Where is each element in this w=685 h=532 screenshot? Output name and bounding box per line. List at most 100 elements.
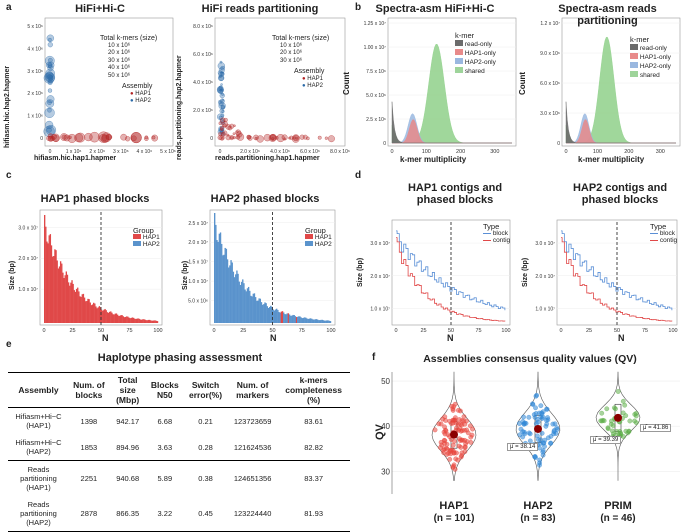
cell: 83.61 — [304, 416, 324, 426]
group-name-hap1: HAP1 — [439, 500, 469, 512]
panel-a-title-2: HiFi reads partitioning — [201, 3, 319, 15]
assembly-legend-title-2: Assembly — [294, 68, 325, 75]
x-tick-label: 0 — [564, 149, 567, 155]
panel-b-xlabel-1: k-mer multiplicity — [400, 155, 467, 164]
bar — [146, 320, 148, 323]
panel-a-xlabel-2: reads.partitioning.hap1.hapmer — [215, 155, 320, 162]
qv-point — [446, 450, 451, 456]
qv-point — [535, 417, 540, 422]
qv-point — [548, 440, 554, 446]
bar — [96, 308, 98, 323]
y-tick-label: 2.0 x 10⁷ — [188, 240, 208, 246]
y-tick-label: 2 x 10⁶ — [27, 91, 43, 97]
contig-line — [561, 237, 673, 322]
bar — [223, 254, 225, 323]
bar — [216, 240, 218, 323]
x-tick-label: 200 — [624, 149, 633, 155]
bar — [88, 299, 90, 323]
bar — [132, 317, 135, 323]
group-n-hap1: (n = 101) — [433, 513, 475, 524]
bar — [114, 313, 117, 323]
bar — [77, 287, 79, 323]
panel-c-legend-2: Group HAP1 HAP2 — [305, 227, 332, 248]
hap1-point — [230, 136, 234, 140]
qv-point — [538, 437, 543, 443]
bar — [272, 309, 274, 323]
bar — [50, 245, 53, 323]
size2-10: 10 x 10⁶ — [280, 42, 303, 49]
x-tick-label: 50 — [269, 328, 275, 334]
hap1-point — [61, 134, 67, 140]
bar — [113, 314, 115, 323]
hap2-point — [45, 61, 53, 69]
bar — [271, 306, 273, 323]
bar — [57, 268, 60, 323]
bar — [130, 317, 132, 323]
bar — [151, 320, 153, 323]
bar — [140, 319, 143, 323]
contig-line — [396, 237, 506, 322]
bar — [239, 284, 242, 323]
bar — [276, 308, 278, 323]
hap1-point — [271, 137, 275, 141]
bar — [217, 241, 219, 323]
qv-point — [458, 445, 464, 450]
type-title: Type — [483, 222, 500, 231]
hap1-point — [292, 134, 300, 142]
bar — [240, 281, 243, 323]
y-tick-label: 9.0 x 10⁶ — [540, 51, 560, 57]
x-tick-label: 100 — [422, 149, 431, 155]
bar — [311, 318, 313, 323]
table-row: Reads partitioning (HAP2) 2878 866.35 3.22… — [8, 496, 350, 532]
hap1-point — [131, 135, 137, 142]
kmer-legend-title: k-mer — [455, 31, 475, 40]
bar — [278, 312, 280, 323]
group-name-prim: PRIM — [604, 500, 632, 512]
bar — [229, 265, 231, 323]
hap1-point — [254, 136, 258, 140]
qv-point — [461, 414, 467, 419]
bar — [110, 311, 112, 323]
bar — [256, 300, 258, 323]
qv-point — [533, 405, 538, 411]
hap2-point — [218, 75, 225, 81]
bar — [291, 315, 293, 323]
assembly-legend-title: Assembly — [122, 83, 153, 90]
qv-point — [457, 417, 462, 422]
x-tick-label: 4 x 10⁶ — [137, 149, 153, 155]
y-tick-label: 1 x 10⁶ — [27, 114, 43, 120]
qv-point — [462, 449, 468, 454]
bar — [73, 290, 75, 323]
bar — [246, 288, 249, 323]
y-tick-label: 1.0 x 10⁷ — [535, 306, 555, 312]
panel-d-ylabel-1: Size (bp) — [357, 257, 364, 287]
bar — [273, 310, 276, 323]
bar — [315, 319, 318, 323]
hap1-point — [232, 136, 236, 140]
qv-point — [451, 448, 456, 454]
x-tick-label: 50 — [448, 328, 454, 334]
bar — [313, 319, 315, 323]
bar — [129, 318, 131, 323]
qv-point — [436, 421, 442, 427]
hap2-point — [221, 92, 225, 96]
qv-point — [464, 427, 470, 433]
leg-hap2-only: HAP2-only — [464, 59, 496, 66]
panel-a-legend-2: Total k-mers (size) 10 x 10⁶ 20 x 10⁶ 30… — [272, 35, 330, 89]
th-assembly: Assembly — [8, 372, 69, 408]
bar — [85, 301, 87, 323]
bar — [63, 278, 65, 323]
cell: 5.89 — [146, 460, 184, 496]
bar — [79, 296, 81, 323]
bar — [83, 297, 86, 323]
bar — [312, 319, 314, 323]
bar — [87, 298, 89, 323]
bar — [320, 319, 322, 323]
qv-point — [540, 409, 546, 415]
panel-c-label: c — [6, 170, 12, 181]
y-tick-label: 1.0 x 10⁷ — [188, 279, 208, 285]
bar — [154, 320, 156, 323]
x-tick-label: 4.0 x 10⁶ — [270, 149, 290, 155]
panel-e-title: Haplotype phasing assessment — [97, 352, 263, 364]
